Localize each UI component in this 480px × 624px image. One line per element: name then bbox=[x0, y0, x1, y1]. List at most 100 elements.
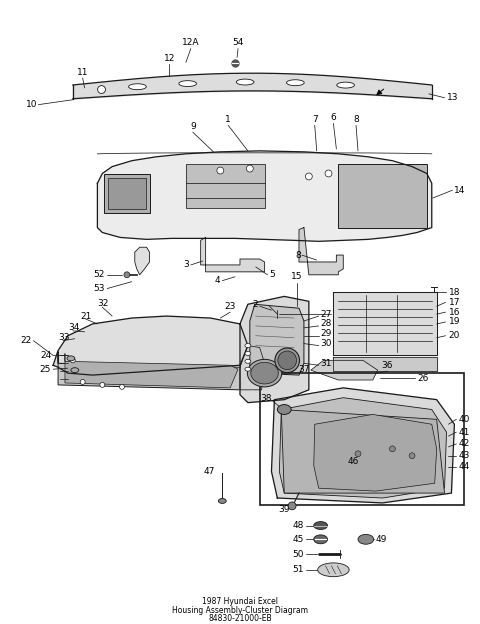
Text: 16: 16 bbox=[448, 308, 460, 316]
Text: 44: 44 bbox=[458, 462, 469, 471]
Ellipse shape bbox=[287, 80, 304, 85]
Text: 40: 40 bbox=[458, 415, 470, 424]
Polygon shape bbox=[334, 293, 437, 356]
Circle shape bbox=[409, 453, 415, 459]
Text: 24: 24 bbox=[40, 351, 51, 360]
Polygon shape bbox=[311, 360, 378, 380]
Text: 28: 28 bbox=[321, 319, 332, 328]
Text: 1987 Hyundai Excel: 1987 Hyundai Excel bbox=[202, 597, 278, 606]
Ellipse shape bbox=[251, 363, 278, 384]
Text: 23: 23 bbox=[225, 302, 236, 311]
Ellipse shape bbox=[318, 563, 349, 577]
Text: 8: 8 bbox=[295, 251, 301, 260]
Text: 30: 30 bbox=[321, 339, 332, 348]
Text: 43: 43 bbox=[458, 451, 470, 461]
Polygon shape bbox=[104, 175, 150, 213]
Text: 50: 50 bbox=[292, 550, 304, 558]
Circle shape bbox=[124, 272, 130, 278]
Ellipse shape bbox=[71, 368, 79, 373]
Text: 51: 51 bbox=[292, 565, 304, 574]
Text: 13: 13 bbox=[446, 93, 458, 102]
Polygon shape bbox=[334, 358, 437, 371]
Text: 4: 4 bbox=[215, 276, 220, 285]
Polygon shape bbox=[97, 151, 432, 241]
Text: 42: 42 bbox=[458, 439, 469, 449]
Polygon shape bbox=[186, 163, 264, 208]
Text: 3: 3 bbox=[183, 260, 189, 270]
Text: Housing Assembly-Cluster Diagram: Housing Assembly-Cluster Diagram bbox=[172, 606, 308, 615]
Text: 15: 15 bbox=[291, 272, 303, 281]
Ellipse shape bbox=[67, 356, 75, 361]
Text: 12: 12 bbox=[164, 54, 175, 63]
Circle shape bbox=[120, 384, 124, 389]
Text: 27: 27 bbox=[321, 310, 332, 319]
Text: 52: 52 bbox=[93, 270, 104, 280]
Ellipse shape bbox=[247, 359, 282, 387]
Polygon shape bbox=[240, 346, 264, 390]
Circle shape bbox=[355, 451, 361, 457]
Text: 14: 14 bbox=[455, 186, 466, 195]
Polygon shape bbox=[108, 178, 145, 209]
Text: 32: 32 bbox=[97, 299, 109, 308]
Polygon shape bbox=[272, 388, 455, 503]
Text: 1: 1 bbox=[225, 115, 231, 124]
Bar bbox=[260, 373, 464, 505]
Circle shape bbox=[325, 170, 332, 177]
Ellipse shape bbox=[245, 367, 251, 371]
Ellipse shape bbox=[337, 82, 354, 88]
Polygon shape bbox=[53, 316, 248, 375]
Polygon shape bbox=[314, 414, 437, 491]
Text: 25: 25 bbox=[40, 364, 51, 374]
Text: 53: 53 bbox=[93, 284, 104, 293]
Ellipse shape bbox=[218, 499, 226, 504]
Circle shape bbox=[100, 383, 105, 388]
Text: 20: 20 bbox=[448, 331, 460, 340]
Polygon shape bbox=[201, 237, 264, 272]
Text: 45: 45 bbox=[292, 535, 304, 544]
Text: 84830-21000-EB: 84830-21000-EB bbox=[208, 615, 272, 623]
Text: 9: 9 bbox=[190, 122, 196, 131]
Ellipse shape bbox=[245, 351, 251, 356]
Text: 46: 46 bbox=[348, 457, 359, 466]
Polygon shape bbox=[240, 296, 309, 402]
Ellipse shape bbox=[129, 84, 146, 90]
Text: 47: 47 bbox=[204, 467, 216, 476]
Text: 12A: 12A bbox=[182, 38, 200, 47]
Ellipse shape bbox=[245, 344, 251, 348]
Text: 49: 49 bbox=[376, 535, 387, 544]
Circle shape bbox=[389, 446, 396, 452]
Ellipse shape bbox=[358, 534, 374, 544]
Ellipse shape bbox=[278, 351, 297, 369]
Polygon shape bbox=[250, 305, 304, 375]
Ellipse shape bbox=[314, 522, 327, 530]
Text: 38: 38 bbox=[260, 394, 272, 403]
Text: 22: 22 bbox=[20, 336, 32, 345]
Ellipse shape bbox=[314, 535, 327, 544]
Ellipse shape bbox=[236, 79, 254, 85]
Circle shape bbox=[246, 165, 253, 172]
Circle shape bbox=[71, 358, 75, 363]
Text: 54: 54 bbox=[232, 38, 244, 47]
Text: 29: 29 bbox=[321, 329, 332, 338]
Text: 34: 34 bbox=[68, 323, 79, 333]
Text: 8: 8 bbox=[353, 115, 359, 124]
Polygon shape bbox=[58, 351, 248, 390]
Ellipse shape bbox=[179, 80, 196, 87]
Text: 37: 37 bbox=[298, 364, 310, 374]
Ellipse shape bbox=[275, 348, 300, 373]
Circle shape bbox=[288, 502, 296, 510]
Polygon shape bbox=[135, 247, 150, 275]
Text: 33: 33 bbox=[58, 333, 70, 342]
Text: 39: 39 bbox=[278, 505, 290, 514]
Text: 5: 5 bbox=[269, 270, 275, 280]
Circle shape bbox=[305, 173, 312, 180]
Text: 26: 26 bbox=[417, 374, 428, 383]
Text: 6: 6 bbox=[331, 113, 336, 122]
Polygon shape bbox=[65, 353, 238, 388]
Text: 41: 41 bbox=[458, 427, 470, 437]
Text: 19: 19 bbox=[448, 318, 460, 326]
Text: 18: 18 bbox=[448, 288, 460, 297]
Text: 10: 10 bbox=[25, 100, 37, 109]
Polygon shape bbox=[338, 163, 427, 228]
Text: 11: 11 bbox=[77, 67, 88, 77]
